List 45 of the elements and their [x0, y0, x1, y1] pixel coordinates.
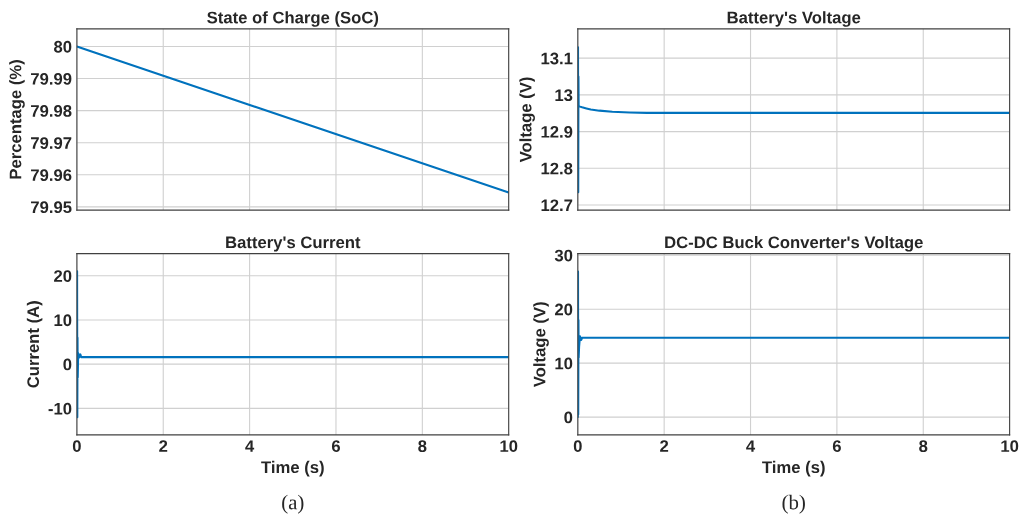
- y-tick-label: 79.99: [31, 72, 72, 85]
- x-tick-label: 0: [573, 440, 582, 453]
- x-tick-label: 2: [159, 440, 168, 452]
- chart-title: Battery's Current: [226, 236, 361, 252]
- text: (a): [282, 494, 304, 514]
- y-tick-label: -10: [48, 402, 72, 415]
- y-axis-title: Percentage (%): [9, 60, 25, 179]
- chart-title: DC-DC Buck Converter's Voltage: [665, 235, 923, 252]
- y-axis-title: Voltage (V): [533, 302, 549, 388]
- x-tick-label: 6: [331, 440, 340, 453]
- y-tick-label: 13: [555, 89, 573, 102]
- y-tick-label: 79.95: [31, 201, 72, 214]
- x-tick-label: 10: [1001, 440, 1019, 453]
- y-tick-label: 13.1: [541, 52, 573, 65]
- x-axis-title: Time (s): [762, 460, 825, 477]
- y-tick-label: 20: [554, 303, 573, 316]
- x-tick-label: 4: [245, 440, 255, 452]
- chart-title: Battery's Voltage: [727, 11, 861, 27]
- x-tick-label: 8: [919, 440, 928, 453]
- x-tick-label: 10: [500, 440, 518, 453]
- y-axis-title: Voltage (V): [519, 77, 535, 163]
- line-series: [577, 46, 1010, 194]
- chart-title: State of Charge (SoC): [207, 11, 379, 27]
- x-tick-label: 6: [832, 440, 841, 453]
- y-tick-label: 79.98: [31, 105, 72, 117]
- y-tick-label: 79.96: [31, 169, 72, 182]
- x-tick-label: 8: [418, 440, 427, 453]
- x-tick-label: 4: [746, 440, 756, 452]
- x-tick-label: 0: [72, 440, 81, 453]
- y-tick-label: 20: [54, 270, 72, 282]
- x-tick-label: 2: [660, 440, 669, 452]
- y-tick-label: 12.7: [541, 199, 573, 212]
- y-tick-label: 10: [555, 357, 573, 370]
- y-tick-label: 0: [63, 358, 72, 371]
- y-tick-label: 12.8: [541, 162, 573, 175]
- y-tick-label: 10: [54, 314, 72, 327]
- line-series: [577, 270, 1010, 419]
- y-tick-label: 30: [554, 249, 573, 262]
- x-axis-title: Time (s): [261, 460, 324, 477]
- y-tick-label: 79.97: [31, 137, 72, 149]
- y-tick-label: 12.9: [541, 125, 573, 138]
- y-axis-title: Current (A): [26, 301, 43, 388]
- y-tick-label: 0: [564, 411, 573, 424]
- text: (b): [782, 494, 805, 514]
- y-tick-label: 80: [54, 40, 72, 53]
